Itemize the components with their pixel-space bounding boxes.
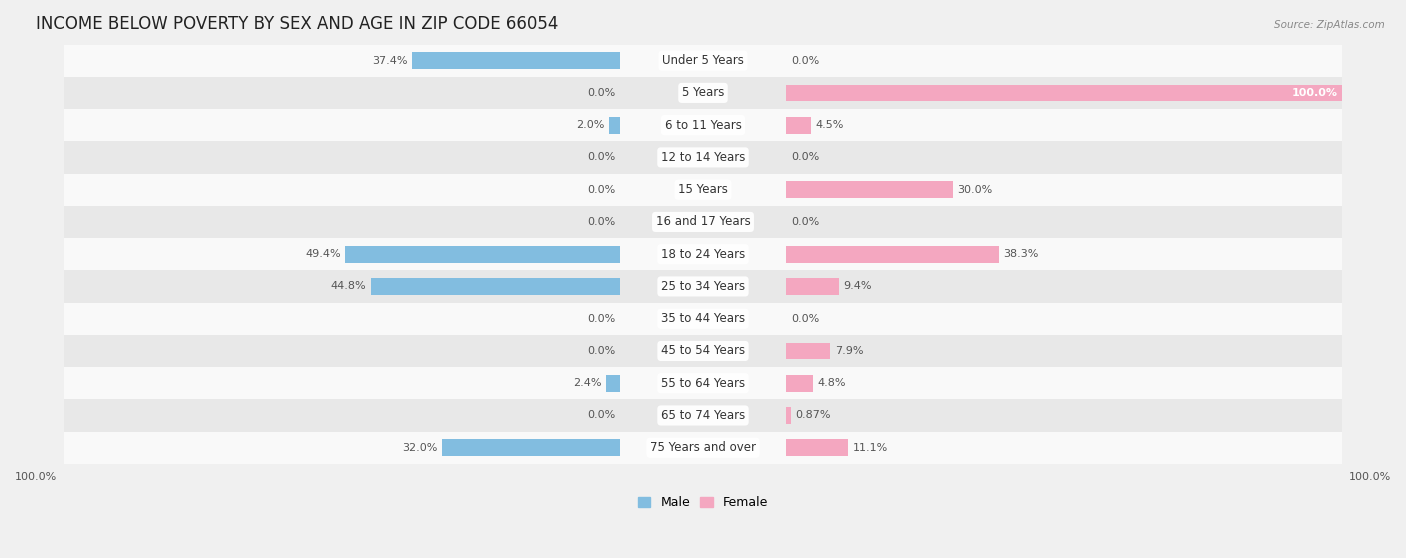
Text: 6 to 11 Years: 6 to 11 Years [665,119,741,132]
Text: 0.0%: 0.0% [790,152,820,162]
Text: 11.1%: 11.1% [852,442,887,453]
Text: 0.0%: 0.0% [586,88,616,98]
Text: 0.0%: 0.0% [586,314,616,324]
Bar [344,246,620,263]
Text: 30.0%: 30.0% [957,185,993,195]
Bar [786,117,811,133]
Text: 35 to 44 Years: 35 to 44 Years [661,312,745,325]
Bar [786,84,1343,102]
Bar [63,432,1343,464]
Text: 0.0%: 0.0% [586,411,616,421]
Bar [786,181,953,198]
Text: 0.0%: 0.0% [586,185,616,195]
Bar [63,141,1343,174]
Text: 49.4%: 49.4% [305,249,340,259]
Text: 5 Years: 5 Years [682,86,724,99]
Bar [63,400,1343,432]
Bar [786,246,1000,263]
Bar [786,343,831,359]
Text: 12 to 14 Years: 12 to 14 Years [661,151,745,164]
Bar [786,407,792,424]
Bar [63,238,1343,270]
Text: 2.4%: 2.4% [574,378,602,388]
Text: 0.0%: 0.0% [586,217,616,227]
Text: 0.0%: 0.0% [586,152,616,162]
Legend: Male, Female: Male, Female [633,491,773,514]
Bar [609,117,620,133]
Text: 100.0%: 100.0% [1292,88,1337,98]
Text: 2.0%: 2.0% [575,120,605,130]
Text: 75 Years and over: 75 Years and over [650,441,756,454]
Bar [441,439,620,456]
Text: 18 to 24 Years: 18 to 24 Years [661,248,745,261]
Text: 4.8%: 4.8% [817,378,846,388]
Text: 0.0%: 0.0% [586,346,616,356]
Bar [63,270,1343,302]
Bar [63,45,1343,77]
Text: INCOME BELOW POVERTY BY SEX AND AGE IN ZIP CODE 66054: INCOME BELOW POVERTY BY SEX AND AGE IN Z… [37,15,558,33]
Bar [63,335,1343,367]
Bar [786,278,838,295]
Text: 65 to 74 Years: 65 to 74 Years [661,409,745,422]
Bar [63,174,1343,206]
Text: 55 to 64 Years: 55 to 64 Years [661,377,745,389]
Text: 4.5%: 4.5% [815,120,844,130]
Bar [412,52,620,69]
Text: 44.8%: 44.8% [330,281,366,291]
Bar [63,77,1343,109]
Text: 0.0%: 0.0% [790,56,820,66]
Bar [606,375,620,392]
Text: 16 and 17 Years: 16 and 17 Years [655,215,751,228]
Text: Source: ZipAtlas.com: Source: ZipAtlas.com [1274,20,1385,30]
Bar [786,375,813,392]
Text: 0.87%: 0.87% [796,411,831,421]
Text: 38.3%: 38.3% [1004,249,1039,259]
Text: 37.4%: 37.4% [371,56,408,66]
Text: Under 5 Years: Under 5 Years [662,54,744,67]
Text: 0.0%: 0.0% [790,314,820,324]
Bar [63,109,1343,141]
Bar [63,367,1343,400]
Bar [371,278,620,295]
Bar [63,206,1343,238]
Text: 25 to 34 Years: 25 to 34 Years [661,280,745,293]
Bar [63,302,1343,335]
Text: 7.9%: 7.9% [835,346,863,356]
Text: 9.4%: 9.4% [844,281,872,291]
Text: 45 to 54 Years: 45 to 54 Years [661,344,745,358]
Bar [786,439,848,456]
Text: 32.0%: 32.0% [402,442,437,453]
Text: 0.0%: 0.0% [790,217,820,227]
Text: 15 Years: 15 Years [678,183,728,196]
